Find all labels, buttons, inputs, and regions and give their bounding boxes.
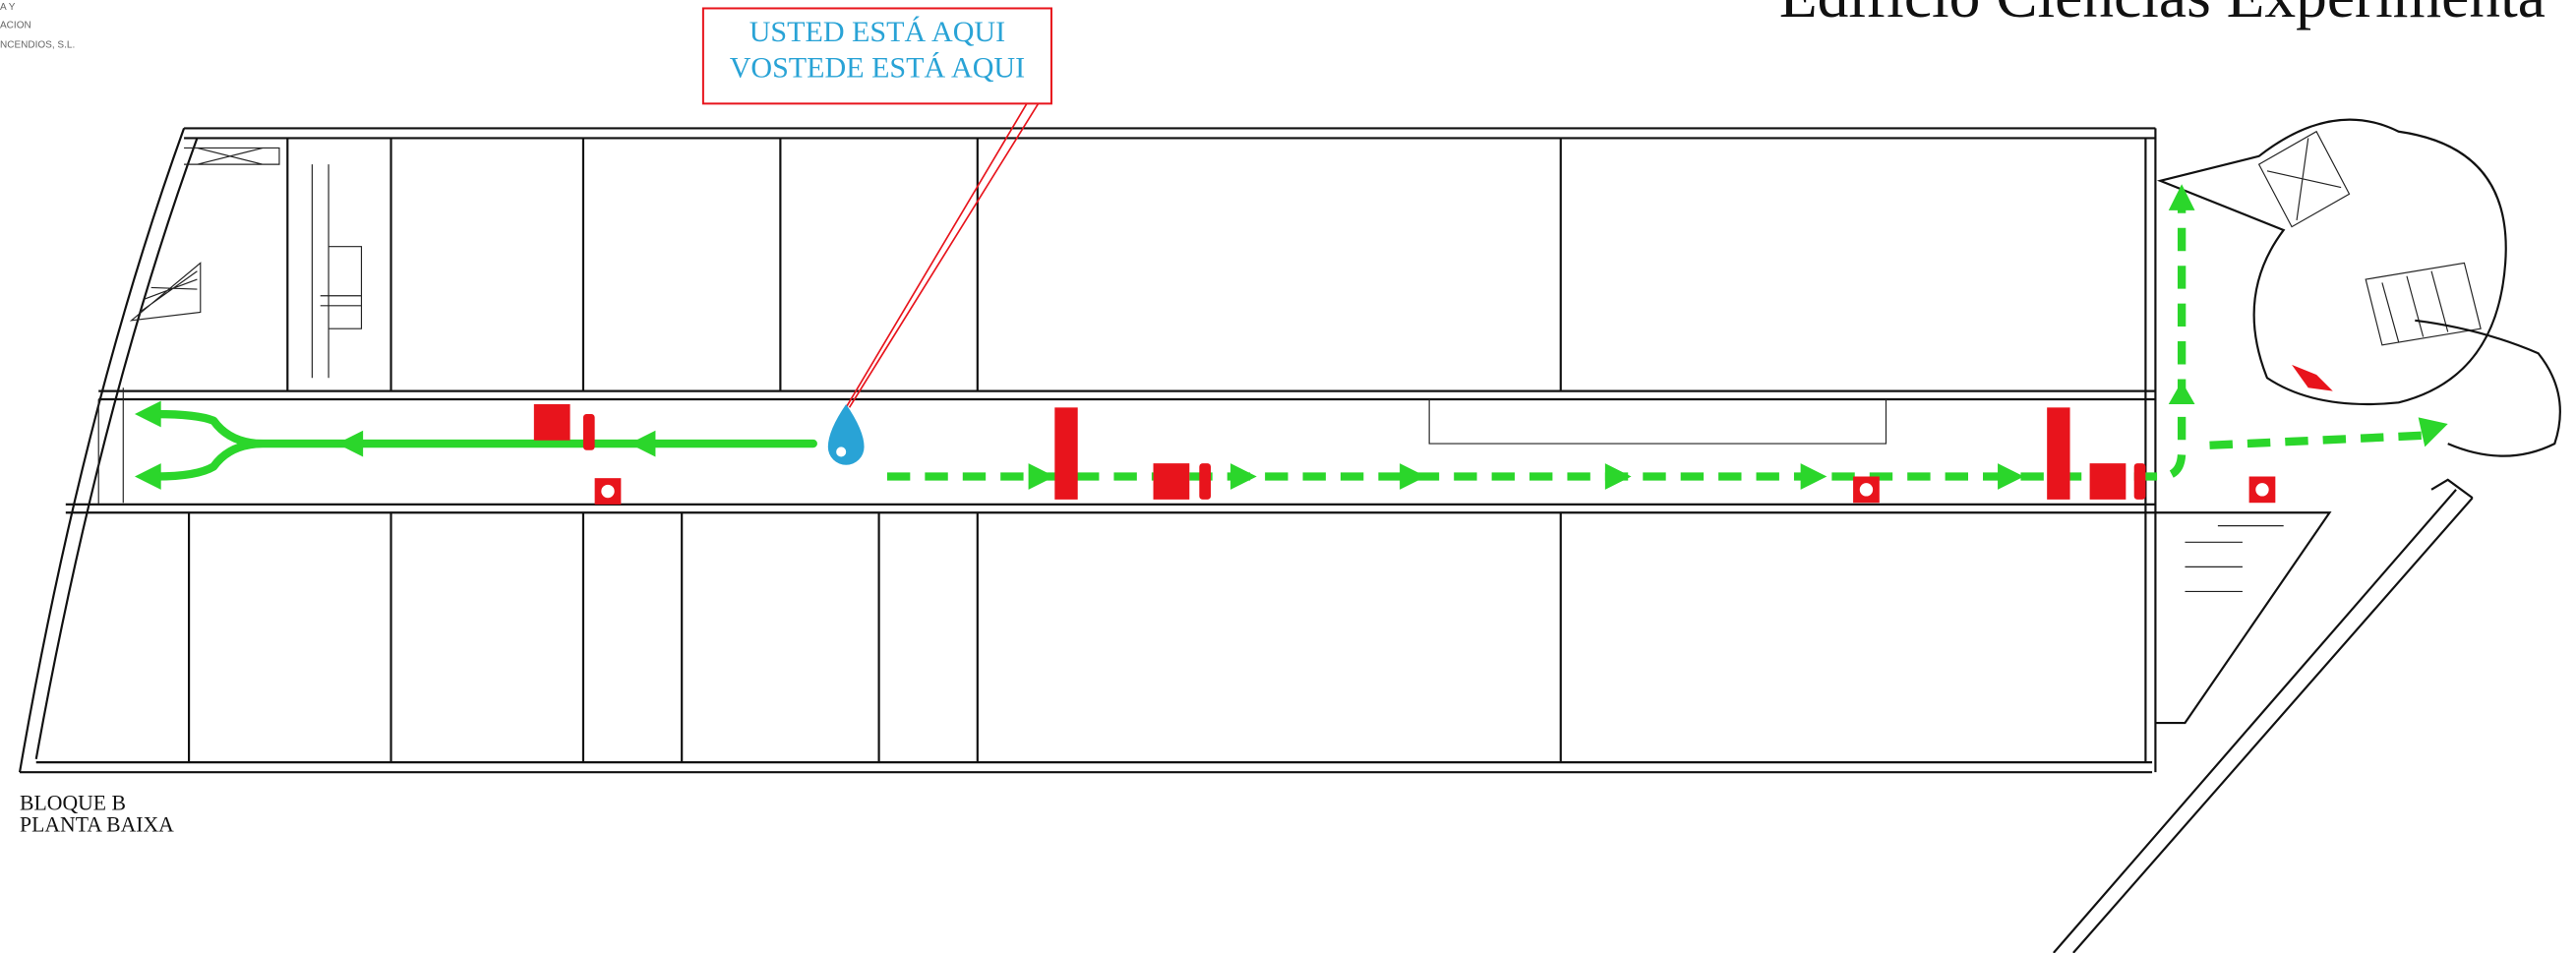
fire-equipment-shape xyxy=(1054,407,1078,500)
walls-shape xyxy=(286,138,1562,391)
walls-shape xyxy=(184,127,2156,140)
fire-equipment-shape xyxy=(2133,463,2146,500)
evacuation-route-shape xyxy=(134,463,161,490)
evacuation-route-shape xyxy=(1604,463,1632,490)
walls-shape xyxy=(129,262,202,322)
walls-shape xyxy=(2053,478,2474,953)
company-line: A Y xyxy=(0,2,16,13)
fire-equipment-shape xyxy=(2089,463,2127,500)
walls-shape xyxy=(311,164,363,379)
you-are-here-shape xyxy=(836,447,847,457)
evacuation-route-shape xyxy=(1800,463,1827,490)
fire-equipment xyxy=(533,364,2333,505)
callout-line: VOSTEDE ESTÁ AQUI xyxy=(730,51,1025,85)
evacuation-route-shape xyxy=(1028,463,1055,490)
walls-shape xyxy=(2155,511,2332,725)
walls-shape xyxy=(97,387,124,505)
walls-shape xyxy=(2415,319,2561,457)
you-are-here: USTED ESTÁ AQUI VOSTEDE ESTÁ AQUI xyxy=(701,7,1052,465)
walls-shape xyxy=(2365,262,2482,346)
evacuation-route xyxy=(134,184,2448,490)
you-are-here-shape xyxy=(827,404,865,465)
walls-shape xyxy=(184,147,280,165)
walls-shape xyxy=(1428,398,1887,445)
company-line: ACION xyxy=(0,21,31,31)
footer-line: PLANTA BAIXA xyxy=(20,812,174,836)
evacuation-route-shape xyxy=(2418,417,2448,447)
fire-equipment-shape xyxy=(1199,463,1211,500)
evacuation-route-shape xyxy=(1230,463,1257,490)
evacuation-route-shape xyxy=(151,409,817,481)
fire-equipment-shape xyxy=(2047,407,2070,500)
walls-shape xyxy=(2257,130,2351,228)
fire-equipment-shape xyxy=(2255,483,2269,497)
evacuation-route-shape xyxy=(1998,463,2024,490)
walls-shape xyxy=(20,761,2153,774)
walls-shape xyxy=(2144,128,2157,773)
you-are-here-shape xyxy=(845,102,1040,408)
walls-shape xyxy=(18,128,199,773)
fire-equipment-shape xyxy=(533,404,570,441)
fire-equipment-shape xyxy=(582,414,595,450)
evacuation-route-shape xyxy=(2209,431,2424,449)
footer: BLOQUE B PLANTA BAIXA xyxy=(20,792,174,837)
you-are-here-shape xyxy=(701,7,1052,105)
evacuation-route-shape xyxy=(336,430,364,457)
walls-shape xyxy=(2156,118,2507,406)
fire-equipment-shape xyxy=(1153,463,1190,500)
evacuation-route-shape xyxy=(134,400,161,428)
walls xyxy=(18,118,2561,953)
evacuation-route-shape xyxy=(1400,463,1426,490)
company-line: NCENDIOS, S.L. xyxy=(0,40,75,51)
evacuation-route-shape xyxy=(2168,381,2195,405)
evacuation-route-shape xyxy=(2168,184,2195,210)
building-title: Edificio Ciencias Experimenta xyxy=(1779,0,2546,30)
fire-equipment-shape xyxy=(601,484,615,499)
evacuation-route-shape xyxy=(629,430,656,457)
header: A Y ACION NCENDIOS, S.L. Edificio Cienci… xyxy=(0,0,2546,51)
walls-shape xyxy=(187,512,1562,763)
fire-equipment-shape xyxy=(2292,364,2333,391)
footer-line: BLOQUE B xyxy=(20,792,126,815)
walls-shape xyxy=(65,389,2156,514)
evacuation-route-shape xyxy=(886,205,2187,481)
callout-line: USTED ESTÁ AQUI xyxy=(749,15,1005,48)
fire-equipment-shape xyxy=(1859,483,1874,497)
walls-shape xyxy=(2185,525,2284,593)
